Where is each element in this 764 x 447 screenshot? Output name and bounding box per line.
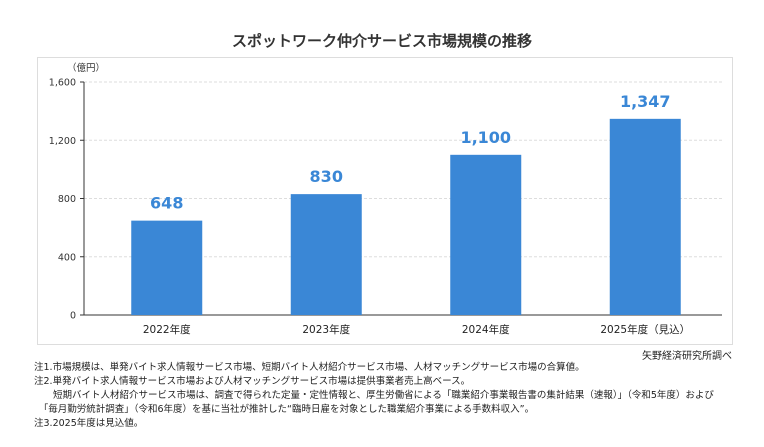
note-2-cont: 短期バイト人材紹介サービス市場は、調査で得られた定量・定性情報と、厚生労働省によ… [34,390,714,401]
y-tick-label: 800 [58,194,76,205]
y-tick-label: 1,600 [49,78,76,89]
y-tick-label: 0 [70,311,76,322]
bar [131,220,203,315]
source-credit: 矢野経済研究所調べ [642,351,732,362]
bar [450,154,522,315]
data-label: 1,100 [460,128,511,147]
x-tick-label: 2023年度 [302,323,350,336]
data-label: 830 [310,167,343,186]
note-2-cont2: 「毎月勤労統計調査」（令和6年度）を基に当社が推計した“臨時日雇を対象とした職業… [34,404,535,415]
bar [290,194,362,315]
note-1: 注1.市場規模は、単発バイト求人情報サービス市場、短期バイト人材紹介サービス市場… [34,362,585,373]
note-2: 注2.単発バイト求人情報サービス市場および人材マッチングサービス市場は提供事業者… [34,376,471,387]
x-tick-label: 2025年度（見込） [600,323,690,336]
footnotes: 注1.市場規模は、単発バイト求人情報サービス市場、短期バイト人材紹介サービス市場… [34,361,714,431]
data-label: 648 [150,194,183,213]
chart-title: スポットワーク仲介サービス市場規模の推移 [231,32,532,50]
x-tick-label: 2022年度 [143,323,191,336]
x-tick-label: 2024年度 [462,323,510,336]
y-tick-label: 1,200 [49,136,76,147]
note-3: 注3.2025年度は見込値。 [34,418,144,429]
y-axis-unit: （億円） [67,62,105,74]
chart-frame [37,57,733,345]
y-tick-label: 400 [58,252,76,263]
data-label: 1,347 [620,92,671,111]
bar [609,118,681,315]
